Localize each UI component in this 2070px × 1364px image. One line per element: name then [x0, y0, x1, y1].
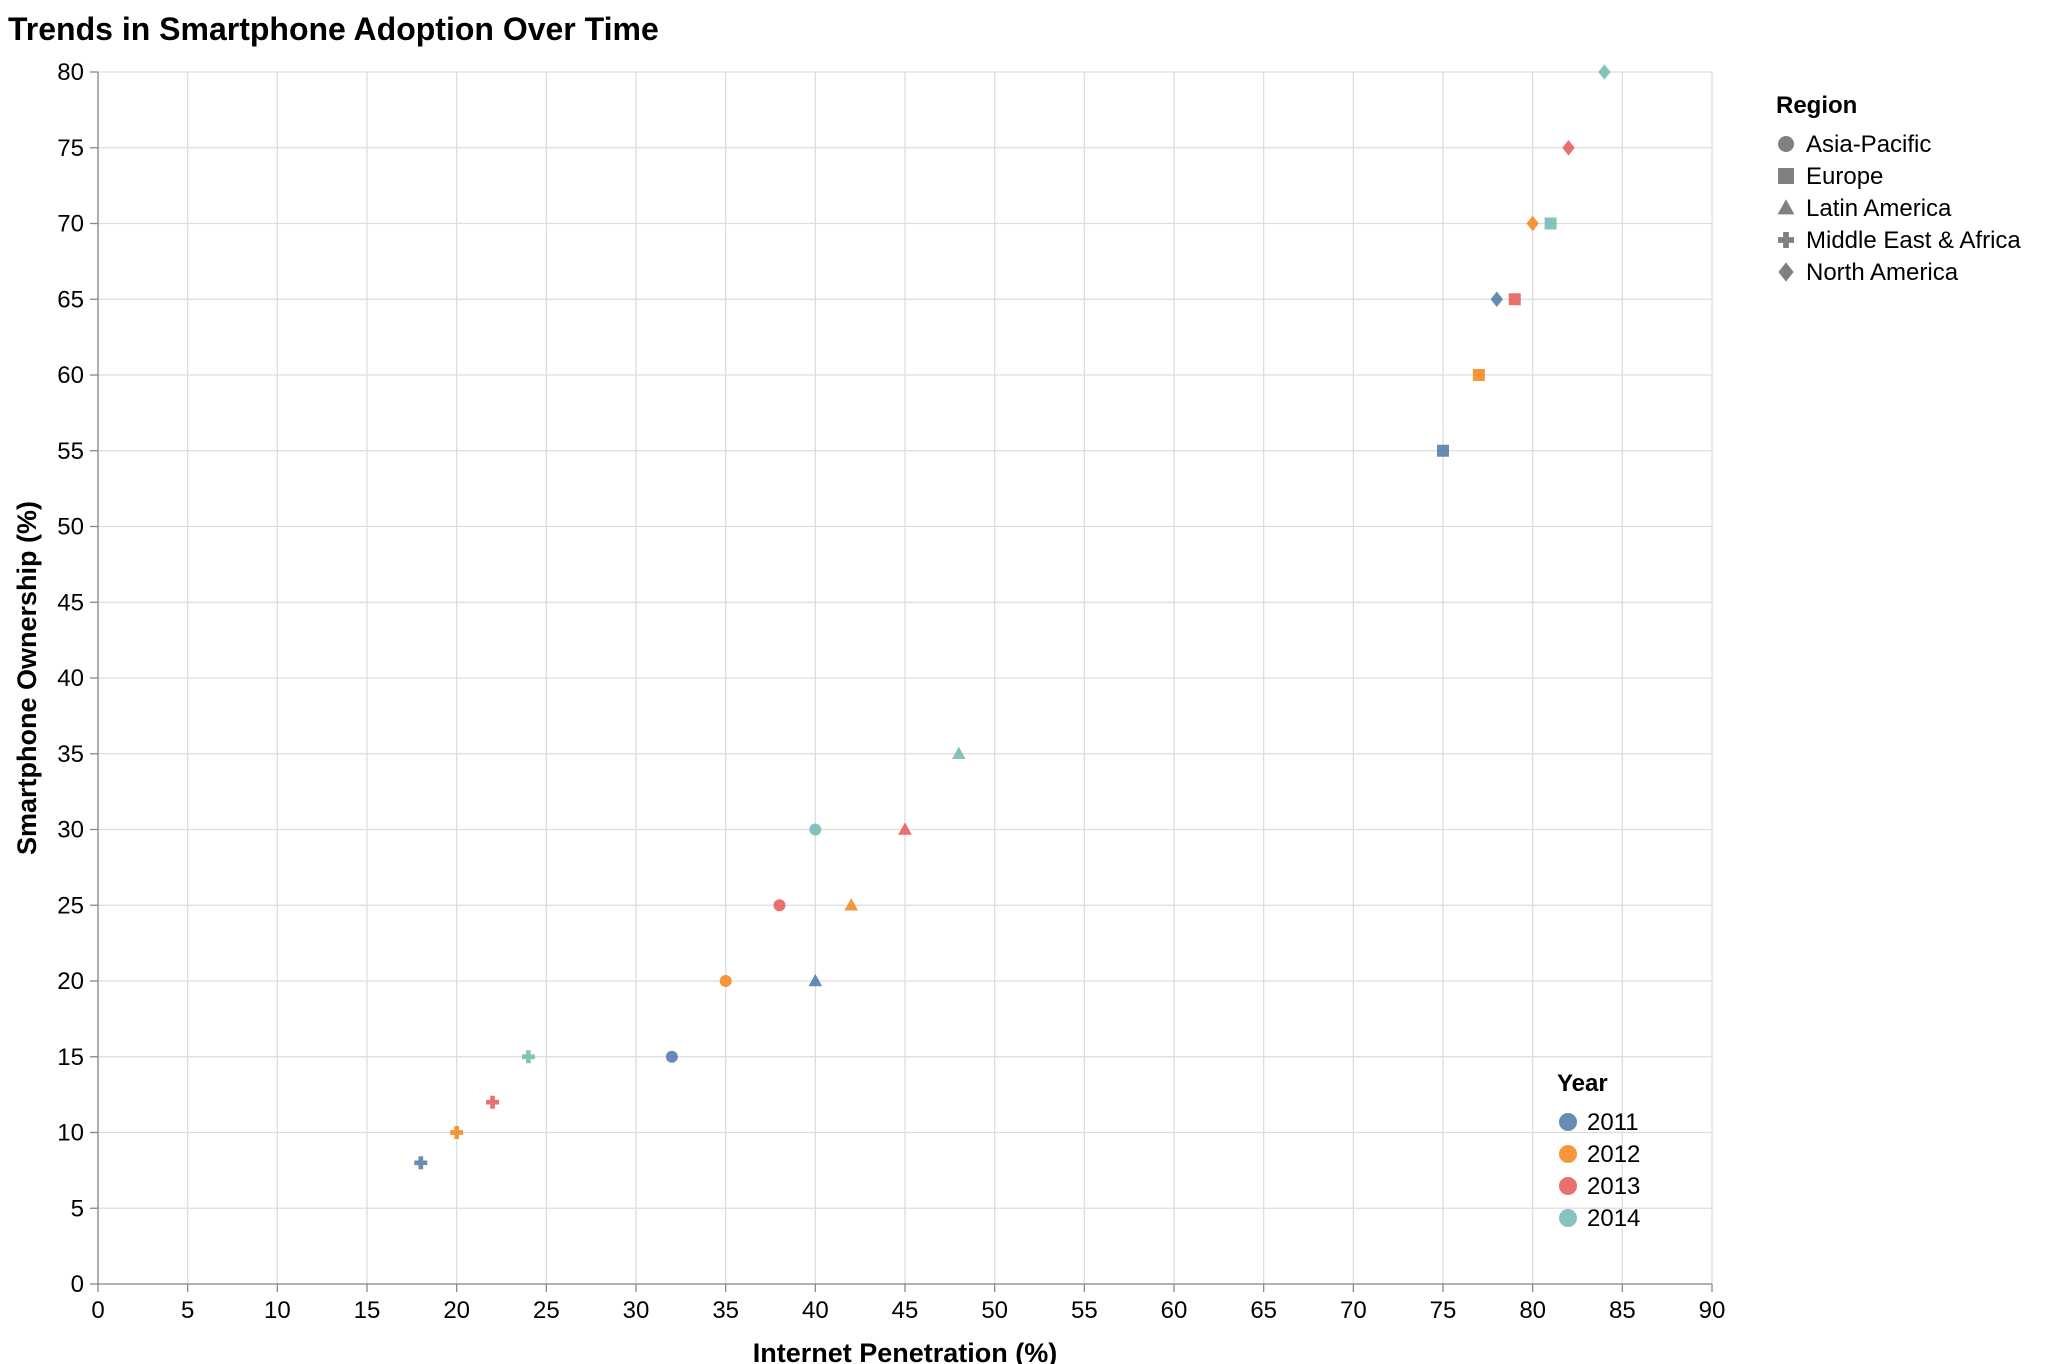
scatter-point: [773, 899, 786, 912]
x-tick-label: 30: [623, 1297, 650, 1324]
legend-label: 2012: [1587, 1141, 1640, 1168]
legend-label: Latin America: [1806, 195, 1952, 222]
y-tick-label: 10: [57, 1120, 84, 1147]
scatter-point: [450, 1126, 464, 1140]
scatter-point: [1490, 291, 1503, 308]
scatter-point: [809, 823, 822, 836]
legend-symbol-square: [1778, 168, 1794, 184]
legend-symbol-diamond: [1778, 262, 1794, 282]
y-axis-title: Smartphone Ownership (%): [12, 501, 42, 855]
x-tick-label: 55: [1071, 1297, 1098, 1324]
legend-color-swatch: [1559, 1145, 1577, 1163]
legend-symbol-cross: [1778, 232, 1794, 248]
y-tick-label: 40: [57, 665, 84, 692]
x-tick-label: 90: [1699, 1297, 1726, 1324]
y-tick-label: 25: [57, 892, 84, 919]
axes: 0 5 10 15 20 25 30 35 40 45 50 55 60 65 70 75 80 85 90 0 5 10…: [57, 59, 1725, 1324]
scatter-point: [1562, 139, 1575, 156]
x-tick-label: 65: [1250, 1297, 1277, 1324]
legend-color-swatch: [1559, 1113, 1577, 1131]
y-tick-label: 30: [57, 817, 84, 844]
region-legend: Region Asia-Pacific Europe Latin America Mi…: [1776, 92, 2021, 286]
scatter-point: [898, 822, 912, 835]
y-tick-label: 20: [57, 968, 84, 995]
legend-label: 2013: [1587, 1173, 1640, 1200]
legend-color-swatch: [1559, 1177, 1577, 1195]
scatter-point: [521, 1050, 535, 1064]
legend-symbol-triangle: [1777, 199, 1795, 215]
y-tick-label: 45: [57, 589, 84, 616]
y-tick-label: 50: [57, 514, 84, 541]
x-tick-label: 0: [91, 1297, 104, 1324]
scatter-point: [1526, 215, 1539, 232]
legend-label: Europe: [1806, 163, 1883, 190]
x-tick-label: 40: [802, 1297, 829, 1324]
y-tick-label: 35: [57, 741, 84, 768]
legend-color-swatch: [1559, 1209, 1577, 1227]
x-tick-label: 75: [1430, 1297, 1457, 1324]
x-tick-label: 25: [533, 1297, 560, 1324]
x-tick-label: 35: [712, 1297, 739, 1324]
chart-title: Trends in Smartphone Adoption Over Time: [8, 11, 659, 47]
x-axis-title: Internet Penetration (%): [753, 1338, 1058, 1364]
year-legend: Year 2011 2012 2013 2014: [1557, 1070, 1640, 1232]
y-tick-label: 60: [57, 362, 84, 389]
x-tick-label: 50: [981, 1297, 1008, 1324]
legend-symbol-circle: [1778, 136, 1794, 152]
scatter-point: [808, 973, 823, 987]
scatter-point: [951, 746, 966, 759]
y-tick-label: 65: [57, 286, 84, 313]
x-tick-label: 45: [892, 1297, 919, 1324]
legend-label: Middle East & Africa: [1806, 227, 2021, 254]
grid-lines: [97, 71, 1713, 1285]
scatter-point: [844, 898, 859, 911]
x-tick-label: 70: [1340, 1297, 1367, 1324]
legend-label: North America: [1806, 259, 1959, 286]
x-tick-label: 5: [181, 1297, 194, 1324]
y-tick-label: 15: [57, 1044, 84, 1071]
scatter-point: [414, 1156, 428, 1170]
scatter-point: [486, 1095, 500, 1109]
y-tick-label: 80: [57, 59, 84, 86]
y-tick-label: 0: [71, 1271, 84, 1298]
data-points: [414, 64, 1611, 1170]
x-tick-label: 20: [443, 1297, 470, 1324]
legend-label: Asia-Pacific: [1806, 131, 1931, 158]
year-legend-title: Year: [1557, 1070, 1608, 1097]
x-tick-label: 60: [1161, 1297, 1188, 1324]
x-tick-label: 85: [1609, 1297, 1636, 1324]
scatter-point: [1544, 217, 1557, 230]
y-tick-label: 55: [57, 438, 84, 465]
legend-label: 2011: [1587, 1109, 1639, 1136]
legend-label: 2014: [1587, 1205, 1640, 1232]
scatter-point: [1472, 369, 1485, 381]
y-tick-label: 70: [57, 211, 84, 238]
y-tick-label: 75: [57, 135, 84, 162]
scatter-point: [1598, 64, 1611, 80]
x-tick-label: 80: [1519, 1297, 1546, 1324]
y-tick-label: 5: [71, 1195, 84, 1222]
x-tick-label: 10: [264, 1297, 291, 1324]
scatter-point: [719, 975, 732, 987]
scatter-point: [1508, 293, 1521, 306]
x-tick-label: 15: [354, 1297, 381, 1324]
region-legend-title: Region: [1776, 92, 1857, 119]
scatter-point: [665, 1050, 678, 1063]
scatter-point: [1437, 444, 1449, 457]
